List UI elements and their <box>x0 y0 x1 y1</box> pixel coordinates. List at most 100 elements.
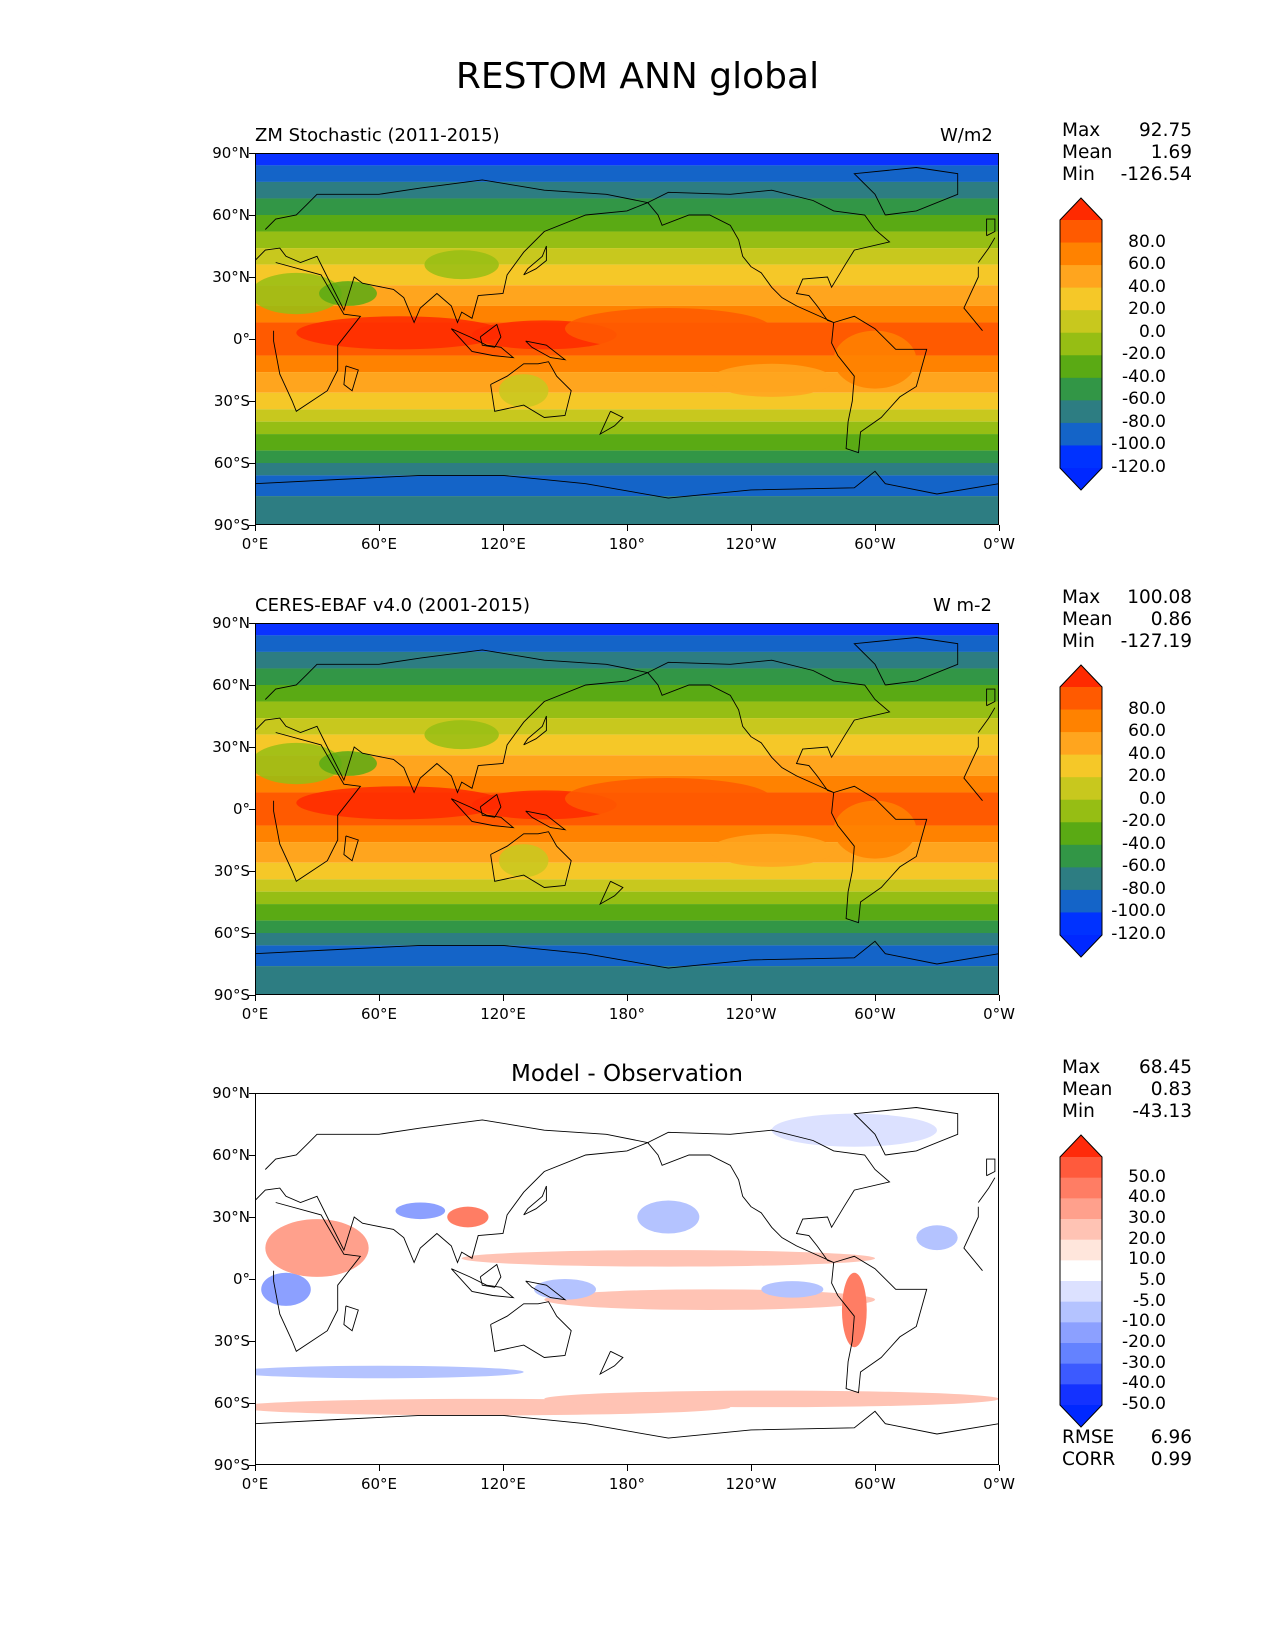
colorbar-swatch <box>1060 867 1102 891</box>
coastline <box>479 793 502 818</box>
lat-tick <box>249 623 255 625</box>
colorbar-swatch <box>1060 1363 1102 1385</box>
colorbar-label: 20.0 <box>1128 1228 1166 1249</box>
colorbar-swatch <box>1060 1281 1102 1303</box>
lon-tick <box>999 995 1001 1001</box>
colorbar-label: -5.0 <box>1132 1290 1166 1311</box>
field-blob <box>498 844 549 878</box>
stat-value: 92.75 <box>1139 120 1192 141</box>
diff-blob <box>841 1272 867 1348</box>
field-blob <box>833 330 917 389</box>
diff-blob <box>255 1365 524 1379</box>
lon-tick <box>875 995 877 1001</box>
colorbar-swatch <box>1060 1198 1102 1220</box>
coastline <box>450 798 515 829</box>
diff-map <box>255 1093 999 1465</box>
colorbar-swatch <box>1060 889 1102 913</box>
stat-row: Mean 1.69 <box>1062 142 1192 164</box>
stat-label: Min <box>1062 631 1095 652</box>
colorbar-label: -80.0 <box>1122 878 1166 899</box>
field-blob <box>319 751 377 776</box>
field-band <box>255 825 999 843</box>
diff-blob <box>761 1281 824 1298</box>
lat-tick-label: 60°S <box>213 924 250 942</box>
lon-tick-label: 0°E <box>241 1005 269 1023</box>
lon-tick-label: 120°W <box>725 1475 777 1493</box>
colorbar-label: -80.0 <box>1122 411 1166 432</box>
colorbar-swatch <box>1060 1219 1102 1241</box>
colorbar-label: -20.0 <box>1122 811 1166 832</box>
colorbar-label: 40.0 <box>1128 276 1166 297</box>
coastline <box>986 1158 996 1177</box>
lat-tick-label: 30°N <box>212 1208 250 1226</box>
lat-tick <box>249 1217 255 1219</box>
lon-tick-label: 60°E <box>360 1475 398 1493</box>
lat-tick-label: 0° <box>232 1270 250 1288</box>
stat-value: 0.99 <box>1150 1449 1192 1470</box>
coastline <box>479 1263 502 1288</box>
stat-label: Mean <box>1062 142 1113 163</box>
colorbar-outline <box>1059 197 1103 491</box>
diff-blob <box>916 1225 958 1251</box>
colorbar-label: -120.0 <box>1111 457 1166 477</box>
stat-label: Mean <box>1062 609 1113 630</box>
lon-tick <box>255 995 257 1001</box>
colorbar-label: 5.0 <box>1138 1270 1166 1290</box>
colorbar-outline <box>1059 664 1103 958</box>
colorbar-swatch <box>1060 332 1102 356</box>
lat-tick-label: 0° <box>232 800 250 818</box>
coastline <box>525 340 567 361</box>
coastlines <box>255 637 999 969</box>
lat-tick-label: 30°N <box>212 268 250 286</box>
field-blob <box>255 742 342 785</box>
colorbar-extend-top <box>1060 665 1102 687</box>
field-band <box>255 904 999 921</box>
stats-box: Max 68.45 Mean 0.83 Min -43.13 <box>1062 1057 1192 1123</box>
stat-row: RMSE 6.96 <box>1062 1427 1192 1449</box>
map-frame <box>255 153 999 525</box>
coastline <box>255 649 996 794</box>
stat-label: Max <box>1062 120 1101 141</box>
field-blob <box>296 316 503 350</box>
diff-blob <box>544 1390 999 1408</box>
lon-tick-label: 120°W <box>725 535 777 553</box>
lat-tick <box>249 747 255 749</box>
colorbar-swatch <box>1060 844 1102 868</box>
field-band <box>255 685 999 702</box>
lat-tick <box>249 1403 255 1405</box>
model-map <box>255 153 999 525</box>
lon-tick-label: 0°W <box>983 1475 1015 1493</box>
rmse-corr-box: RMSE 6.96 CORR 0.99 <box>1062 1427 1192 1471</box>
colorbar-label: 80.0 <box>1128 698 1166 719</box>
stat-row: Min -126.54 <box>1062 164 1192 186</box>
lat-tick-label: 90°S <box>213 986 250 1004</box>
lat-tick <box>249 995 255 997</box>
coastline <box>647 1129 891 1263</box>
coastline <box>523 245 547 276</box>
colorbar-label: -50.0 <box>1122 1394 1166 1414</box>
field-band <box>255 891 999 905</box>
coastline <box>343 365 359 392</box>
stat-value: 0.83 <box>1150 1079 1192 1100</box>
field-blob <box>424 720 499 750</box>
field-band <box>255 966 999 995</box>
lat-tick <box>249 1465 255 1467</box>
coastline <box>853 167 959 216</box>
lat-tick <box>249 933 255 935</box>
lon-tick <box>627 525 629 531</box>
colorbar-swatch <box>1060 912 1102 936</box>
lon-tick <box>875 1465 877 1471</box>
panel-title: Model - Observation <box>510 1061 744 1087</box>
colorbar-swatch <box>1060 687 1102 711</box>
diff-blob <box>637 1200 700 1234</box>
coastline <box>599 880 624 906</box>
stat-value: 6.96 <box>1150 1427 1192 1448</box>
field-blob <box>709 363 834 397</box>
lat-tick <box>249 401 255 403</box>
lon-tick-label: 60°W <box>854 1005 896 1023</box>
stat-value: -43.13 <box>1132 1101 1192 1122</box>
field-band <box>255 215 999 232</box>
colorbar-label: 20.0 <box>1128 299 1166 320</box>
stat-value: -126.54 <box>1120 164 1192 185</box>
stat-value: 100.08 <box>1127 587 1192 608</box>
